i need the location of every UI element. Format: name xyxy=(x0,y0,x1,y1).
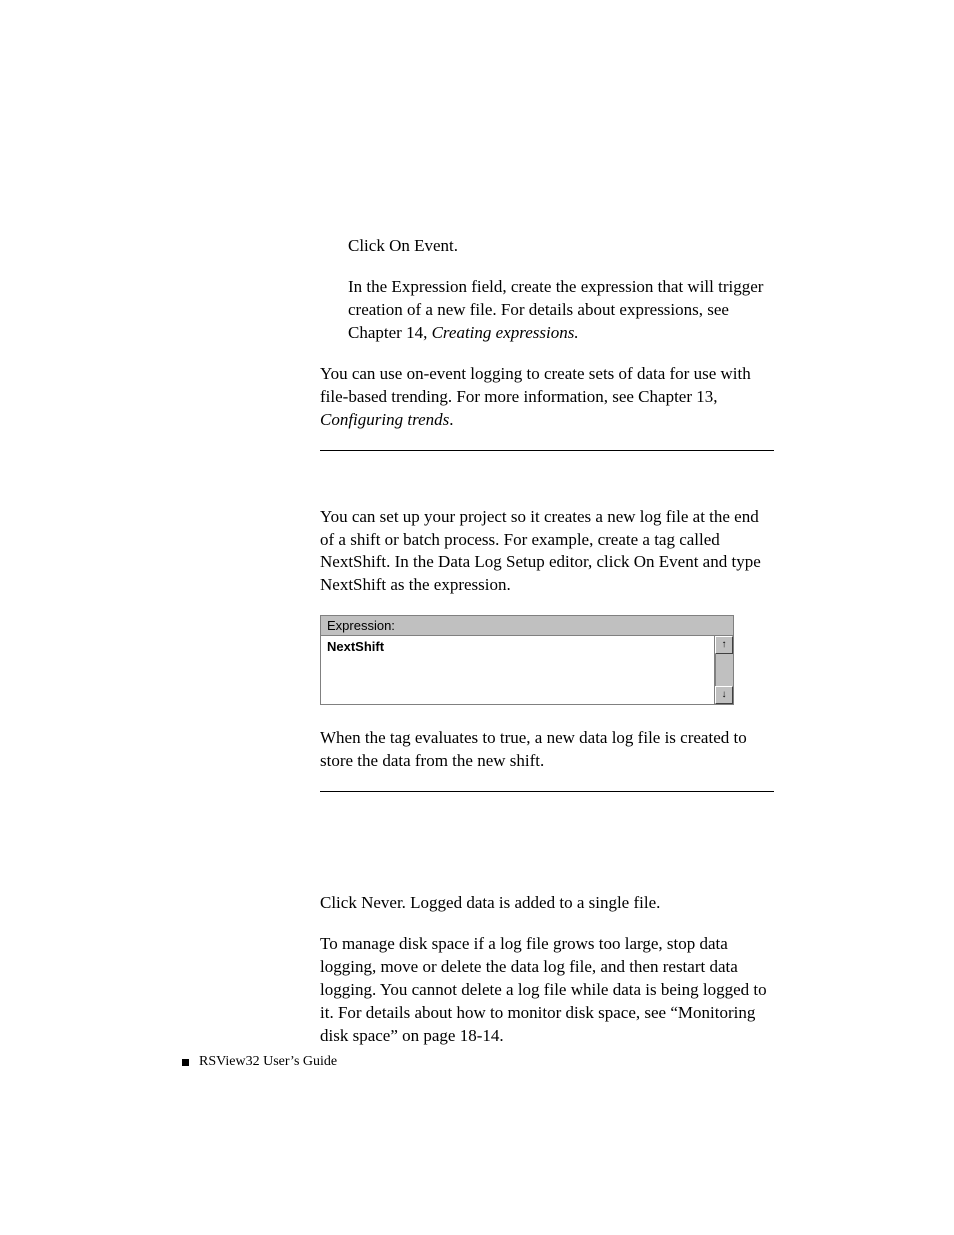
divider-1 xyxy=(320,450,774,451)
scroll-up-button[interactable]: ↑ xyxy=(715,636,733,654)
on-event-logging-text: You can use on-event logging to create s… xyxy=(320,364,751,406)
expression-body: NextShift ↑ ↓ xyxy=(321,636,733,704)
creating-expressions-ref: Creating expressions. xyxy=(432,323,579,342)
configuring-trends-ref: Configuring trends xyxy=(320,410,449,429)
expression-field-para: In the Expression field, create the expr… xyxy=(348,276,774,345)
expression-scrollbar: ↑ ↓ xyxy=(715,636,733,704)
expression-label: Expression: xyxy=(321,616,733,636)
setup-project-para: You can set up your project so it create… xyxy=(320,506,774,598)
tag-evaluates-para: When the tag evaluates to true, a new da… xyxy=(320,727,774,773)
never-section: Click Never. Logged data is added to a s… xyxy=(320,892,774,1048)
scroll-track xyxy=(715,654,733,686)
click-never-para: Click Never. Logged data is added to a s… xyxy=(320,892,774,915)
divider-2 xyxy=(320,791,774,792)
disk-space-para: To manage disk space if a log file grows… xyxy=(320,933,774,1048)
footer-text: RSView32 User’s Guide xyxy=(199,1054,337,1070)
expression-panel: Expression: NextShift ↑ ↓ xyxy=(320,615,734,705)
click-on-event-line: Click On Event. xyxy=(348,235,774,258)
footer: RSView32 User’s Guide xyxy=(182,1054,337,1070)
page: Click On Event. In the Expression field,… xyxy=(0,0,954,1235)
on-event-logging-para: You can use on-event logging to create s… xyxy=(320,363,774,432)
period: . xyxy=(449,410,453,429)
scroll-down-button[interactable]: ↓ xyxy=(715,686,733,704)
footer-bullet-icon xyxy=(182,1059,189,1066)
indent-block: Click On Event. In the Expression field,… xyxy=(348,235,774,345)
expression-input[interactable]: NextShift xyxy=(321,636,715,704)
